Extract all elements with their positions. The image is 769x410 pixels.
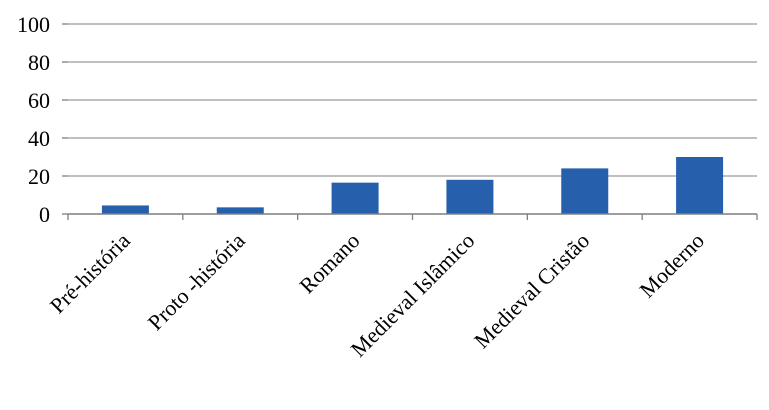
x-axis (67, 213, 758, 220)
x-category-label: Moderno (634, 228, 709, 303)
y-tick-label: 40 (28, 126, 50, 151)
x-category-label: Medieval Cristão (469, 228, 594, 353)
x-axis-category-labels: Pré-história Proto -história RomanoMedieva… (45, 228, 709, 362)
y-tick-label: 20 (28, 164, 50, 189)
gridlines (62, 23, 757, 215)
bar-1 (101, 205, 149, 214)
y-tick-label: 80 (28, 50, 50, 75)
x-category-label: Proto -história (143, 228, 250, 335)
y-tick-label: 60 (28, 88, 50, 113)
y-tick-label: 0 (39, 202, 50, 227)
bar-6 (676, 157, 724, 214)
x-category-label: Medieval Islâmico (346, 228, 480, 362)
x-category-label: Romano (294, 228, 364, 298)
bars (101, 157, 724, 214)
bar-4 (446, 179, 494, 214)
bar-5 (561, 168, 609, 214)
x-category-label: Pré-história (45, 228, 135, 318)
bar-3 (331, 182, 379, 214)
bar-2 (216, 207, 264, 214)
y-tick-label: 100 (17, 12, 50, 37)
y-axis-tick-labels: 0 20 40 60 80 100 (17, 12, 50, 227)
